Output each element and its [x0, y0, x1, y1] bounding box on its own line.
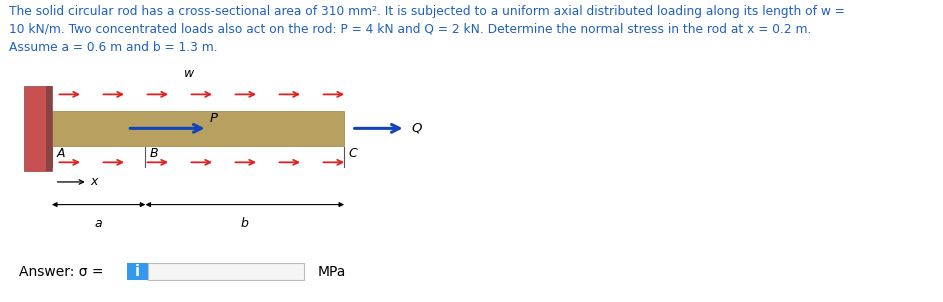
- Text: B: B: [150, 147, 158, 160]
- Text: C: C: [349, 147, 357, 160]
- Text: The solid circular rod has a cross-sectional area of 310 mm². It is subjected to: The solid circular rod has a cross-secti…: [9, 5, 845, 53]
- Text: a: a: [95, 217, 103, 230]
- Bar: [127, 263, 148, 280]
- Text: MPa: MPa: [318, 265, 346, 279]
- Text: Answer: σ =: Answer: σ =: [19, 265, 104, 279]
- Text: x: x: [91, 175, 98, 188]
- Text: A: A: [57, 147, 65, 160]
- Text: Q: Q: [411, 122, 422, 135]
- Text: b: b: [240, 217, 249, 230]
- Text: P: P: [209, 112, 217, 125]
- Bar: [148, 263, 304, 280]
- Bar: [46, 86, 52, 171]
- Bar: [24, 86, 52, 171]
- Text: i: i: [135, 264, 141, 279]
- Text: w: w: [184, 67, 193, 80]
- Bar: [52, 111, 344, 146]
